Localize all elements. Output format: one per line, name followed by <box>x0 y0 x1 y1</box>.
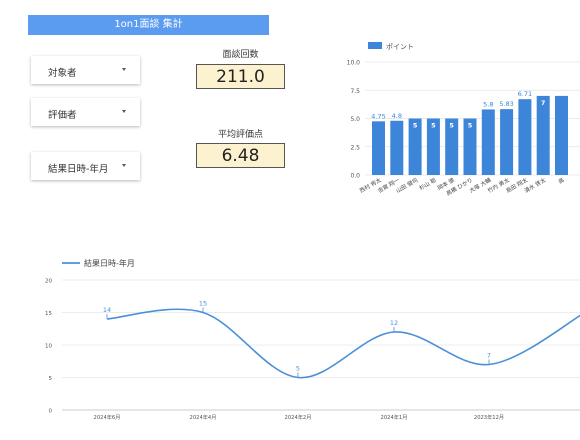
series-line <box>106 308 580 379</box>
legend-label: ポイント <box>386 43 414 51</box>
bar-data-label: 5 <box>449 122 454 130</box>
y-tick-label: 2.5 <box>350 144 360 151</box>
filter-target-person-dropdown[interactable]: 対象者 <box>31 56 140 84</box>
x-tick-label: 2024年2月 <box>285 413 312 421</box>
kpi-interview-count-value: 211.0 <box>196 64 285 89</box>
bar <box>518 99 532 175</box>
bar <box>481 109 495 175</box>
y-tick-label: 7.5 <box>350 88 360 95</box>
legend-label: 結果日時-年月 <box>84 258 135 268</box>
y-tick-label: 10.0 <box>347 60 361 67</box>
filter-label: 評価者 <box>48 110 77 121</box>
bar-data-label: 5 <box>413 122 418 130</box>
y-tick-label: 0 <box>49 409 53 415</box>
bar <box>536 95 550 175</box>
point-data-label: 14 <box>103 306 111 314</box>
y-tick-label: 20 <box>45 279 52 285</box>
x-tick-label: 2023年12月 <box>474 413 504 421</box>
filter-result-month-dropdown[interactable]: 結果日時-年月 <box>31 152 140 180</box>
bar-data-label: 4.75 <box>371 112 385 120</box>
point-data-label: 5 <box>296 365 300 373</box>
x-tick-label: 2024年4月 <box>190 413 217 421</box>
bar <box>372 121 385 175</box>
x-tick-label: 高 <box>557 176 566 186</box>
y-tick-label: 0.0 <box>350 173 360 180</box>
filter-label: 対象者 <box>48 68 77 79</box>
y-tick-label: 10 <box>45 344 52 350</box>
kpi-interview-count-label: 面談回数 <box>222 50 259 60</box>
filter-evaluator-dropdown[interactable]: 評価者 <box>31 98 140 126</box>
kpi-average-score-label: 平均評価点 <box>217 130 263 140</box>
y-tick-label: 5 <box>49 376 53 382</box>
x-tick-label: 2024年1月 <box>381 413 408 421</box>
bar-data-label: 5.8 <box>483 100 493 108</box>
x-tick-label: 杉山 聡 <box>418 176 438 192</box>
bar <box>463 118 477 175</box>
bar <box>408 118 422 175</box>
point-data-label: 15 <box>199 300 207 308</box>
bar <box>555 95 568 175</box>
bar <box>500 109 514 175</box>
bar-data-label: 4.8 <box>392 112 402 120</box>
bar <box>426 118 440 175</box>
caret-down-icon <box>122 68 126 71</box>
point-data-label: 12 <box>390 319 398 327</box>
dashboard-title: 1on1面談 集計 <box>28 15 269 35</box>
point-data-label: 7 <box>487 352 491 360</box>
filter-label: 結果日時-年月 <box>48 164 109 175</box>
caret-down-icon <box>122 110 126 113</box>
x-tick-label: 2024年6月 <box>94 413 121 421</box>
bar-data-label: 7 <box>541 99 546 107</box>
bar-data-label: 6.71 <box>518 90 532 98</box>
y-tick-label: 5.0 <box>350 116 360 123</box>
bar-data-label: 5 <box>468 122 473 130</box>
bar-data-label: 5.83 <box>499 100 513 108</box>
legend-swatch <box>368 42 382 49</box>
bar <box>390 120 404 175</box>
bar <box>445 118 459 175</box>
caret-down-icon <box>122 164 126 167</box>
y-tick-label: 15 <box>45 311 52 317</box>
kpi-average-score-value: 6.48 <box>196 143 285 168</box>
bar-data-label: 5 <box>431 122 436 130</box>
monthly-line-chart: 結果日時-年月 0 5 10 15 20 14 2024年6月 15 2024年4月 5 2024年2… <box>45 258 580 421</box>
